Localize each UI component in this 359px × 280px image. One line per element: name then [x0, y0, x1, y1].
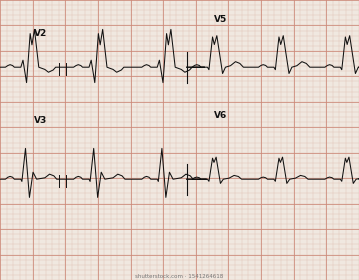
- Text: V3: V3: [34, 116, 47, 125]
- Text: V5: V5: [214, 15, 227, 24]
- Text: V6: V6: [214, 111, 227, 120]
- Text: shutterstock.com · 1541264618: shutterstock.com · 1541264618: [135, 274, 224, 279]
- Text: V2: V2: [34, 29, 47, 38]
